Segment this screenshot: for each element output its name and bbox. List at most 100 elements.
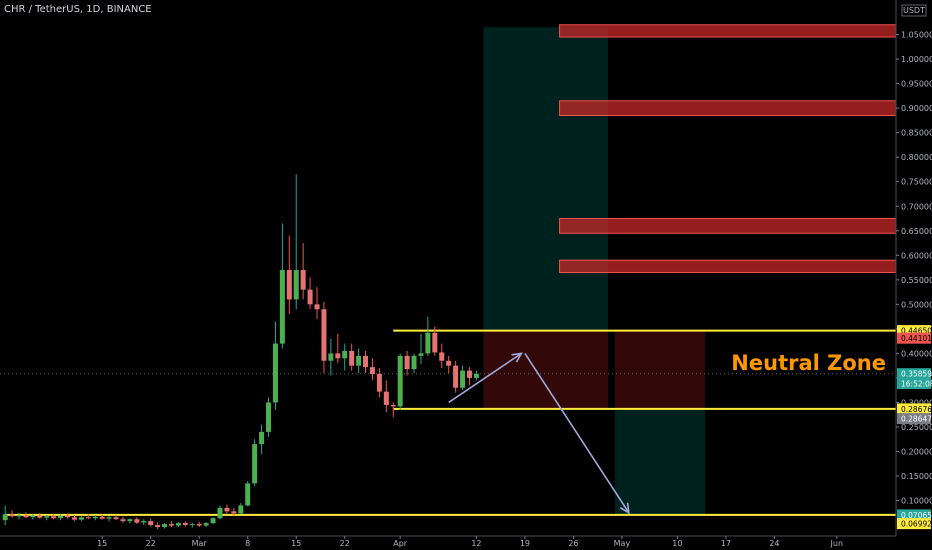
y-tick-label: 0.25000 <box>901 423 932 432</box>
candle <box>217 505 223 520</box>
candle <box>224 504 230 515</box>
candle <box>99 514 105 520</box>
candle-body <box>259 431 265 445</box>
candle-body <box>286 270 292 300</box>
candle <box>279 223 285 349</box>
arrow <box>524 352 630 515</box>
price-tag-label: 0.07065 <box>901 511 932 520</box>
x-tick-label: 24 <box>769 539 779 548</box>
price-tag-label: 0.28676 <box>901 405 932 414</box>
candle <box>245 480 251 507</box>
candle <box>9 510 15 518</box>
candle-body <box>182 523 188 526</box>
candle-body <box>127 519 133 522</box>
arrow-head <box>511 352 523 363</box>
candle <box>127 518 133 524</box>
candle-body <box>106 517 112 519</box>
candle-body <box>349 350 355 366</box>
position-box-loss <box>615 330 706 409</box>
candle <box>71 515 77 522</box>
position-boxes <box>483 27 706 515</box>
price-axis-background <box>896 0 932 550</box>
arrow-head <box>619 502 630 515</box>
candle <box>342 343 348 371</box>
y-tick-label: 0.60000 <box>901 251 932 260</box>
candle-body <box>113 517 119 520</box>
x-tick-label: 26 <box>568 539 578 548</box>
resistance-zone <box>559 218 897 234</box>
candle <box>113 514 119 521</box>
resistance-zone <box>559 100 897 117</box>
x-tick-label: 10 <box>672 539 682 548</box>
x-tick-label: 12 <box>471 539 481 548</box>
candle-body <box>51 516 57 519</box>
arrow-shaft <box>524 352 630 514</box>
candle <box>397 353 403 410</box>
time-axis-background <box>0 536 932 550</box>
position-box-loss <box>483 330 609 409</box>
candle-body <box>369 367 375 375</box>
candle-body <box>418 353 424 356</box>
candle <box>314 287 320 320</box>
x-tick-label: 15 <box>291 539 301 548</box>
candle <box>148 518 154 527</box>
arrow-shaft <box>448 352 522 404</box>
candle <box>231 507 237 516</box>
y-tick-label: 0.90000 <box>901 104 932 113</box>
candle-body <box>168 524 174 526</box>
candle-body <box>266 402 272 432</box>
candle-body <box>210 518 216 524</box>
price-tag-box <box>897 325 931 337</box>
candle-body <box>356 355 362 366</box>
y-tick-label: 0.20000 <box>901 448 932 457</box>
candle <box>51 513 57 520</box>
price-tag: 0.44650 <box>897 325 932 337</box>
candle <box>473 370 479 381</box>
price-tag: 0.28647 <box>897 413 932 425</box>
resistance-zone <box>559 24 897 38</box>
candle-body <box>335 353 341 359</box>
candle <box>425 316 431 356</box>
price-tag-label: 0.06992 <box>901 520 932 529</box>
candle <box>92 515 98 521</box>
price-tag-label: 0.44650 <box>901 327 932 336</box>
price-tag: 0.35859 <box>897 368 932 380</box>
candle-body <box>376 374 382 392</box>
candle <box>238 503 244 515</box>
candle <box>78 516 84 522</box>
candle <box>466 367 472 386</box>
candle <box>23 512 29 519</box>
candle <box>439 343 445 369</box>
price-tag-box <box>897 403 931 415</box>
candle <box>203 522 209 528</box>
x-tick-label: 22 <box>340 539 350 548</box>
y-tick-label: 0.75000 <box>901 178 932 187</box>
y-tick-label: 0.40000 <box>901 349 932 358</box>
candle <box>2 505 8 526</box>
price-tag: 0.07065 <box>897 509 932 521</box>
candle-body <box>162 524 168 528</box>
price-tag-label: 0.44101 <box>901 334 932 343</box>
candle-body <box>473 373 479 378</box>
resistance-zones <box>559 24 897 273</box>
candle-body <box>383 391 389 405</box>
candle <box>134 517 140 525</box>
arrows <box>448 352 630 515</box>
candle-body <box>439 352 445 361</box>
candle-body <box>245 483 251 506</box>
candle <box>335 333 341 364</box>
x-tick-label: 17 <box>721 539 731 548</box>
y-tick-label: 0.65000 <box>901 227 932 236</box>
y-tick-label: 0.95000 <box>901 80 932 89</box>
candle <box>390 402 396 418</box>
price-tag-label: 16:52:08 <box>901 380 932 389</box>
candle-body <box>65 515 71 518</box>
candle <box>65 513 71 519</box>
candle-body <box>141 521 147 523</box>
y-tick-label: 0.85000 <box>901 129 932 138</box>
candle <box>182 521 188 527</box>
price-tag-box <box>897 332 931 344</box>
y-tick-label: 0.30000 <box>901 398 932 407</box>
y-tick-label: 0.55000 <box>901 276 932 285</box>
